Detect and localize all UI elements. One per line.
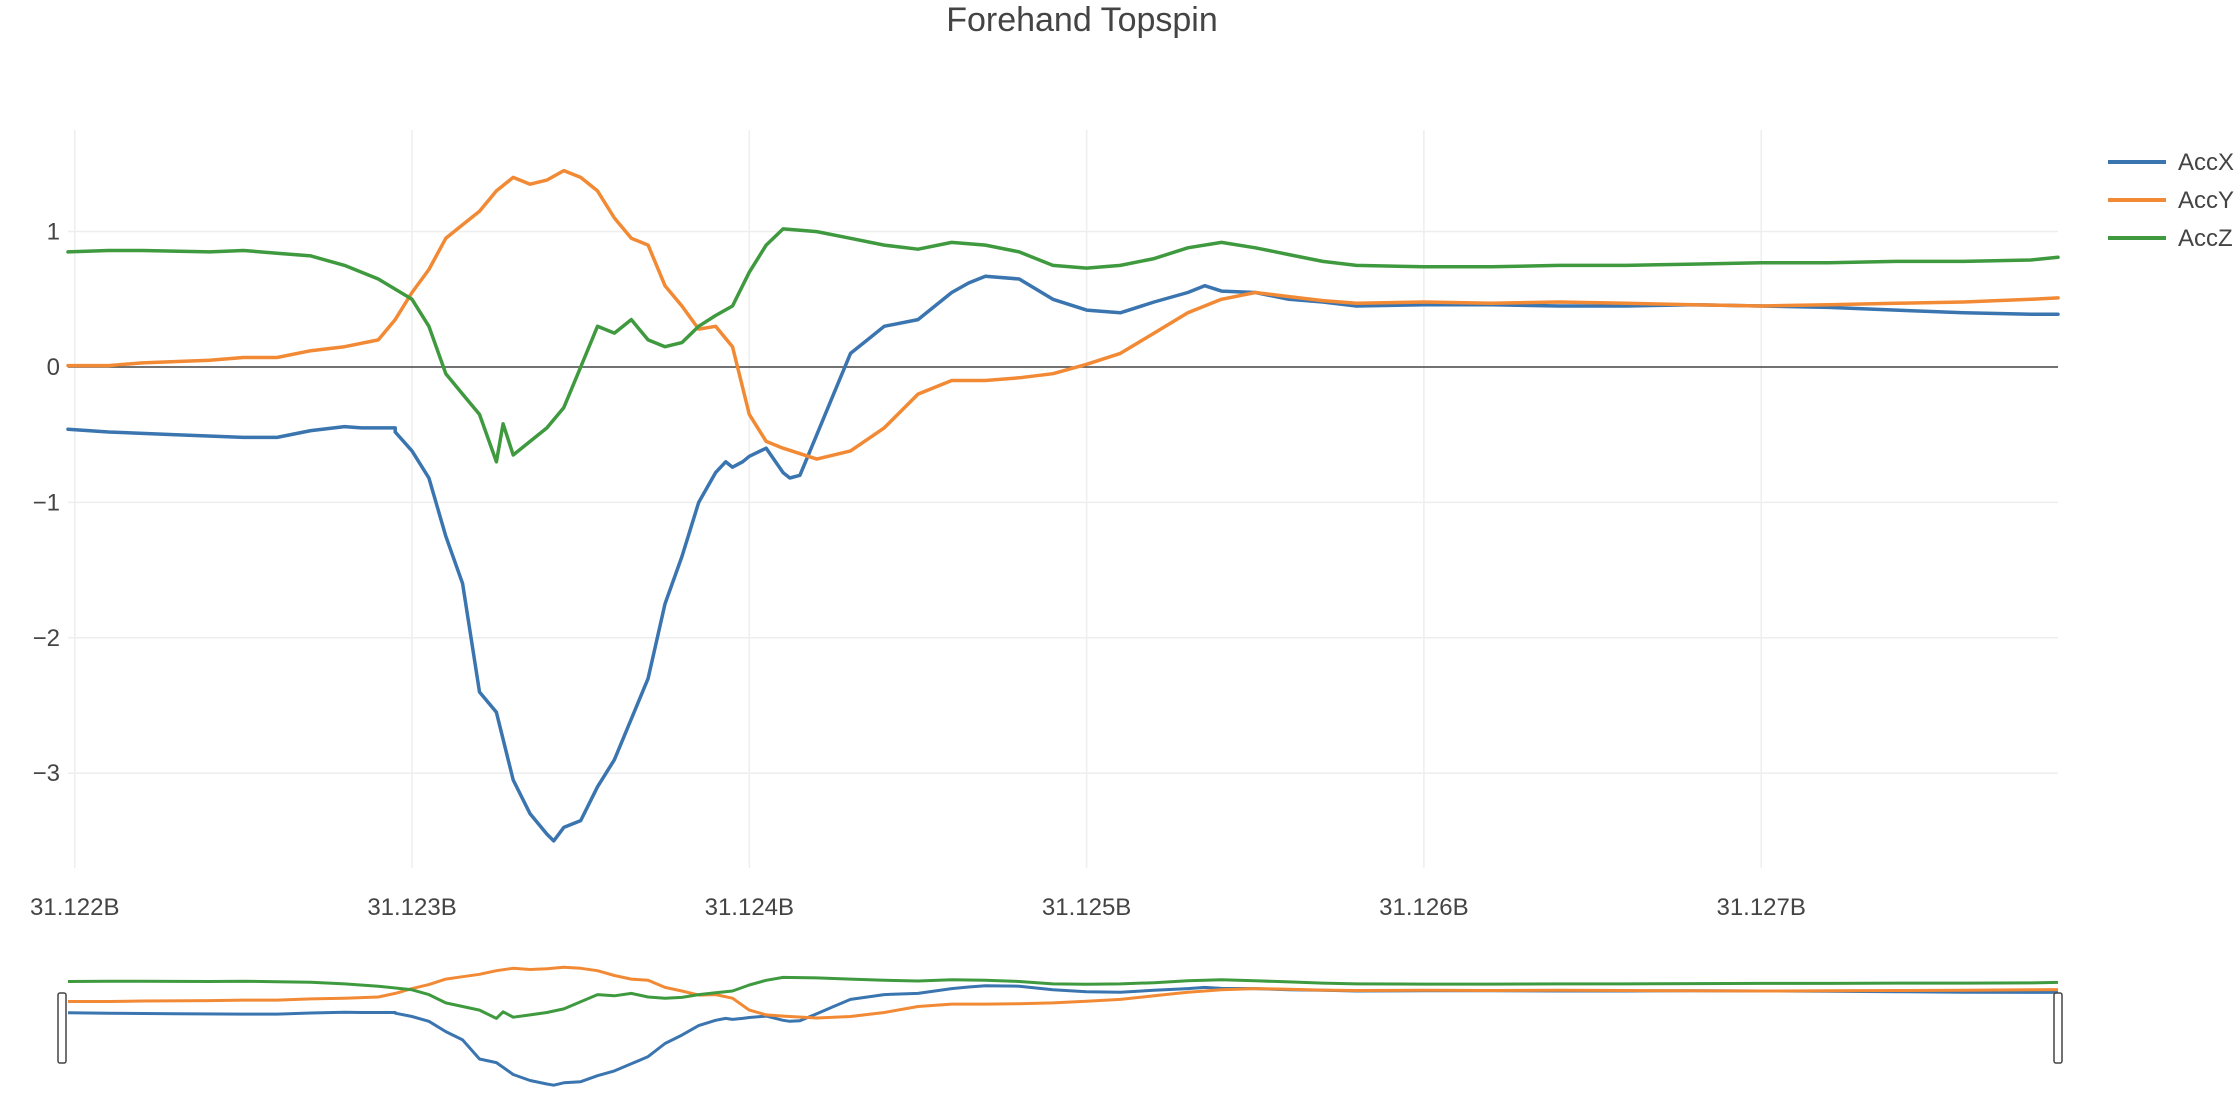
chart-title: Forehand Topspin <box>946 1 1218 39</box>
legend-label: AccY <box>2178 187 2234 214</box>
series-group <box>66 168 2060 843</box>
y-tick-label: −2 <box>33 625 60 652</box>
range-slider[interactable] <box>57 965 2063 1087</box>
y-tick-label: −1 <box>33 489 60 516</box>
x-tick-label: 31.127B <box>1716 894 1805 921</box>
x-tick-label: 31.124B <box>705 894 794 921</box>
legend[interactable]: AccX AccY AccZ <box>2108 149 2234 252</box>
y-tick-label: 0 <box>47 354 60 381</box>
legend-item-accx[interactable]: AccX <box>2108 149 2234 176</box>
range-slider-line-accx <box>67 984 2058 1087</box>
legend-item-accy[interactable]: AccY <box>2108 187 2234 214</box>
grid <box>68 130 2058 868</box>
y-axis-ticks: 1 0 −1 −2 −3 <box>33 219 60 788</box>
series-line-accz <box>66 227 2060 464</box>
range-slider-right-handle[interactable] <box>2053 992 2063 1064</box>
x-tick-label: 31.122B <box>30 894 119 921</box>
series-line-accy <box>66 168 2060 461</box>
range-slider-line-accz <box>67 975 2059 1020</box>
y-tick-label: 1 <box>47 219 60 246</box>
x-axis-ticks: 31.122B 31.123B 31.124B 31.125B 31.126B 31.12… <box>30 894 1806 921</box>
legend-label: AccZ <box>2178 225 2233 252</box>
series-line-accx <box>66 274 2060 843</box>
legend-label: AccX <box>2178 149 2234 176</box>
x-tick-label: 31.126B <box>1379 894 1468 921</box>
x-tick-label: 31.125B <box>1042 894 1131 921</box>
y-tick-label: −3 <box>33 760 60 787</box>
range-slider-left-handle[interactable] <box>57 992 67 1064</box>
legend-item-accz[interactable]: AccZ <box>2108 225 2233 252</box>
range-slider-line-accy <box>68 965 2059 1020</box>
x-tick-label: 31.123B <box>367 894 456 921</box>
